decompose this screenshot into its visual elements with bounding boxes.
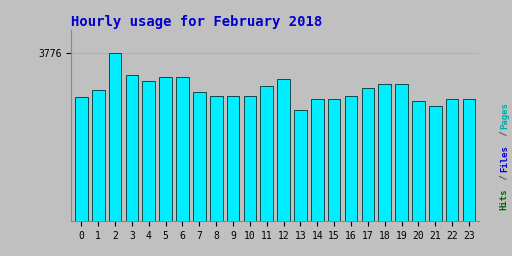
Bar (313, 106, 322, 221)
Bar (211, 99, 221, 221)
Bar (395, 83, 408, 221)
Bar (378, 83, 391, 221)
Bar (329, 102, 339, 221)
Bar (126, 78, 137, 221)
Bar (228, 99, 238, 221)
Bar (362, 91, 373, 221)
Bar (279, 82, 289, 221)
Bar (278, 79, 290, 221)
Bar (431, 112, 439, 221)
Bar (364, 95, 372, 221)
Bar (429, 106, 441, 221)
Bar (125, 74, 138, 221)
Bar (413, 104, 423, 221)
Bar (246, 103, 254, 221)
Bar (143, 84, 154, 221)
Bar (110, 56, 120, 221)
Bar (263, 92, 271, 221)
Bar (210, 96, 223, 221)
Bar (412, 101, 425, 221)
Bar (430, 109, 440, 221)
Bar (396, 87, 407, 221)
Bar (346, 99, 356, 221)
Bar (159, 77, 172, 221)
Bar (193, 92, 206, 221)
Bar (93, 94, 103, 221)
Bar (361, 88, 374, 221)
Bar (94, 97, 102, 221)
Bar (448, 106, 456, 221)
Bar (160, 80, 171, 221)
Bar (294, 110, 307, 221)
Bar (296, 117, 305, 221)
Bar (465, 106, 473, 221)
Bar (161, 83, 170, 221)
Bar (144, 88, 153, 221)
Bar (295, 113, 306, 221)
Bar (227, 96, 240, 221)
Bar (127, 81, 136, 221)
Bar (75, 97, 88, 221)
Bar (111, 59, 119, 221)
Bar (262, 89, 272, 221)
Bar (328, 99, 340, 221)
Bar (92, 90, 104, 221)
Bar (76, 100, 87, 221)
Bar (195, 99, 204, 221)
Bar (311, 99, 324, 221)
Text: Files: Files (500, 145, 509, 172)
Bar (177, 80, 188, 221)
Bar (176, 77, 189, 221)
Bar (194, 95, 205, 221)
Bar (77, 103, 86, 221)
Bar (414, 108, 422, 221)
Bar (347, 103, 355, 221)
Bar (280, 86, 288, 221)
Text: /: / (500, 125, 509, 141)
Bar (330, 106, 338, 221)
Bar (345, 96, 357, 221)
Bar (447, 102, 457, 221)
Bar (261, 86, 273, 221)
Bar (379, 87, 390, 221)
Bar (244, 96, 256, 221)
Bar (245, 99, 255, 221)
Bar (463, 99, 475, 221)
Text: Hits: Hits (500, 189, 509, 210)
Bar (142, 81, 155, 221)
Bar (464, 102, 474, 221)
Bar (109, 54, 121, 221)
Bar (380, 90, 389, 221)
Bar (178, 83, 187, 221)
Text: Pages: Pages (500, 102, 509, 129)
Bar (312, 102, 323, 221)
Bar (446, 99, 458, 221)
Bar (229, 103, 237, 221)
Text: /: / (500, 169, 509, 185)
Bar (212, 103, 220, 221)
Text: Hourly usage for February 2018: Hourly usage for February 2018 (71, 15, 323, 29)
Bar (397, 90, 406, 221)
